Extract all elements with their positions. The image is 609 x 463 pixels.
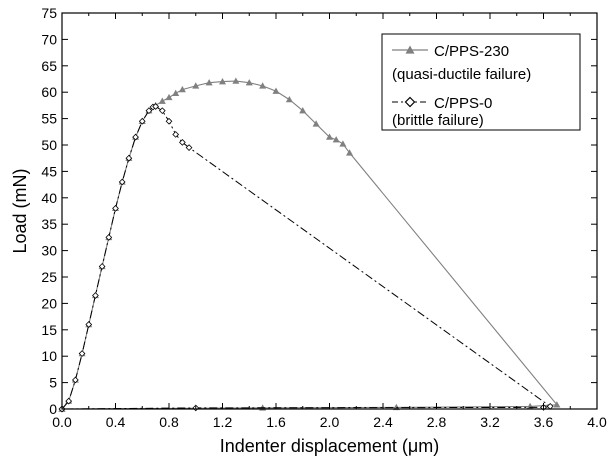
legend-entry-c-pps-230: C/PPS-230 (quasi-ductile failure) xyxy=(392,43,531,83)
data-point xyxy=(158,97,166,104)
series-line-c-pps-0 xyxy=(61,105,552,410)
legend-marker-diamond-icon xyxy=(404,96,416,108)
axes-layer: 0.0 0.4 0.8 1.2 1.6 2.0 2.4 2.8 3.2 3.6 4.0 0 5 10 15 2… xyxy=(41,5,607,430)
y-tick-label: 45 xyxy=(41,163,57,179)
data-point xyxy=(165,93,173,101)
data-point xyxy=(339,140,347,147)
x-tick-label: 2.0 xyxy=(320,414,340,430)
data-point xyxy=(165,117,173,125)
legend-entry-c-pps-0: C/PPS-0 (brittle failure) xyxy=(392,95,492,129)
legend-marker-triangle-icon xyxy=(405,45,415,54)
y-tick-label: 55 xyxy=(41,111,57,127)
x-tick-label: 0.4 xyxy=(106,414,126,430)
x-tick-label: 3.6 xyxy=(534,414,554,430)
series-markers xyxy=(58,103,554,413)
data-point xyxy=(205,79,213,86)
data-point xyxy=(299,107,307,114)
data-point xyxy=(192,82,200,89)
data-point xyxy=(172,89,180,96)
data-point xyxy=(145,107,153,115)
y-tick-label: 25 xyxy=(41,269,57,285)
y-tick-label: 40 xyxy=(41,190,57,206)
y-tick-label: 60 xyxy=(41,84,57,100)
y-tick-label: 70 xyxy=(41,31,57,47)
data-point xyxy=(92,292,99,299)
x-tick-label: 1.2 xyxy=(213,414,233,430)
data-point xyxy=(98,263,106,270)
data-point xyxy=(185,144,193,152)
data-point xyxy=(65,397,73,405)
y-tick-label: 10 xyxy=(41,348,57,364)
data-point xyxy=(259,82,267,89)
y-tick-label: 5 xyxy=(49,375,57,391)
data-point xyxy=(325,133,334,140)
legend-label-c-pps-230: C/PPS-230 xyxy=(434,43,509,60)
y-tick-label: 65 xyxy=(41,58,57,74)
data-point xyxy=(312,120,320,127)
y-axis-label: Load (mN) xyxy=(10,168,30,253)
data-point xyxy=(179,138,186,146)
y-tick-label: 0 xyxy=(49,401,57,417)
x-tick-label: 1.6 xyxy=(266,414,286,430)
data-point xyxy=(285,95,293,103)
legend-note-c-pps-230: (quasi-ductile failure) xyxy=(392,66,531,83)
data-point xyxy=(553,401,561,408)
x-tick-label: 0.8 xyxy=(159,414,179,430)
data-point xyxy=(178,85,186,93)
legend-note-c-pps-0: (brittle failure) xyxy=(392,112,484,129)
x-tick-label: 4.0 xyxy=(587,414,607,430)
y-tick-label: 35 xyxy=(41,216,57,232)
y-tick-label: 75 xyxy=(41,5,57,21)
data-point xyxy=(232,77,240,84)
data-point xyxy=(72,376,79,384)
series-layer xyxy=(58,77,561,413)
data-point xyxy=(132,133,139,141)
data-point xyxy=(346,149,354,156)
x-tick-label: 0.0 xyxy=(52,414,72,430)
data-point xyxy=(85,321,93,328)
x-axis-label: Indenter displacement (μm) xyxy=(220,436,439,456)
y-tick-label: 20 xyxy=(41,295,57,311)
data-point xyxy=(105,234,113,241)
x-tick-label: 2.8 xyxy=(427,414,447,430)
data-point xyxy=(245,79,253,86)
y-tick-label: 30 xyxy=(41,243,57,259)
data-point xyxy=(218,78,227,85)
data-point xyxy=(112,204,119,212)
data-point xyxy=(272,87,280,94)
data-point xyxy=(332,136,340,143)
data-point xyxy=(78,350,86,357)
data-point xyxy=(172,131,180,138)
data-point xyxy=(125,154,133,162)
data-point xyxy=(158,107,166,115)
legend: C/PPS-230 (quasi-ductile failure) C/PPS-… xyxy=(381,33,581,131)
legend-label-c-pps-0: C/PPS-0 xyxy=(434,95,492,112)
y-tick-label: 50 xyxy=(41,137,57,153)
data-point xyxy=(118,178,126,186)
x-tick-label: 3.2 xyxy=(480,414,500,430)
x-tick-label: 2.4 xyxy=(373,414,393,430)
data-point xyxy=(152,103,159,110)
data-point xyxy=(138,117,146,125)
y-tick-label: 15 xyxy=(41,322,57,338)
